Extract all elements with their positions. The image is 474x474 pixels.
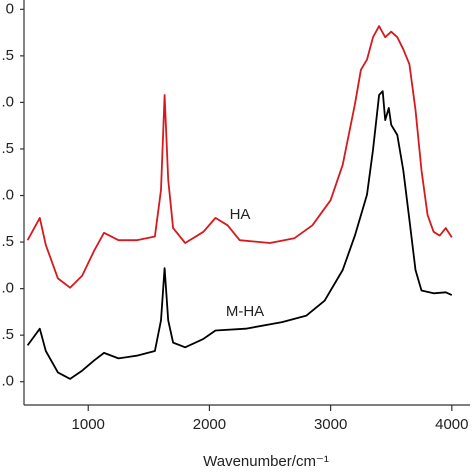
x-axis-label: Wavenumber/cm⁻¹ xyxy=(203,453,329,470)
y-tick-label: .0 xyxy=(1,373,14,390)
x-tick-label: 2000 xyxy=(193,416,226,433)
y-tick-label: .5 xyxy=(1,47,14,64)
x-tick-label: 4000 xyxy=(435,416,468,433)
y-tick-label: .5 xyxy=(1,233,14,250)
series-line xyxy=(26,25,453,289)
y-tick-label: .0 xyxy=(1,280,14,297)
y-tick-label: .0 xyxy=(1,186,14,203)
x-tick-label: 3000 xyxy=(314,416,347,433)
series-line xyxy=(26,90,453,380)
annotation: HA xyxy=(230,206,251,223)
y-tick-label: .5 xyxy=(1,326,14,343)
annotation: M-HA xyxy=(226,303,264,320)
y-tick-label: 0 xyxy=(6,0,14,17)
x-tick-label: 1000 xyxy=(72,416,105,433)
y-tick-label: .0 xyxy=(1,93,14,110)
y-tick-label: .5 xyxy=(1,140,14,157)
